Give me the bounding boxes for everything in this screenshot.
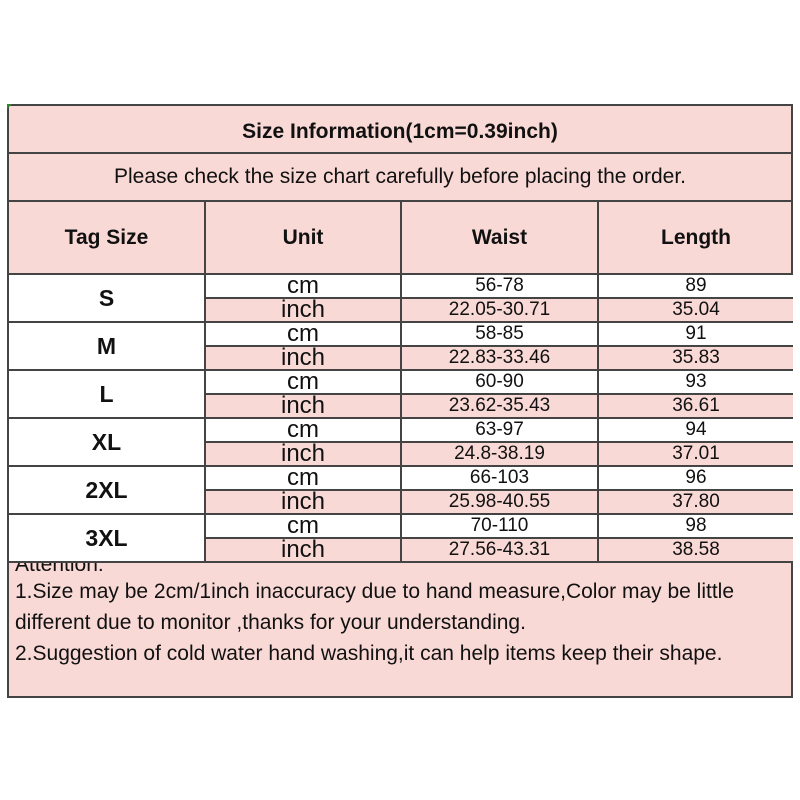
waist-cell: 23.62-35.43: [402, 395, 599, 419]
waist-cell: 22.05-30.71: [402, 299, 599, 323]
size-label: S: [9, 275, 206, 323]
length-cell: 89: [599, 275, 793, 299]
length-cell: 37.01: [599, 443, 793, 467]
waist-cell: 56-78: [402, 275, 599, 299]
unit-cell: inch: [206, 490, 402, 515]
size-label: L: [9, 371, 206, 419]
length-cell: 36.61: [599, 395, 793, 419]
unit-cell: inch: [206, 298, 402, 323]
note-item: 2.Suggestion of cold water hand washing,…: [15, 642, 723, 665]
length-cell: 35.04: [599, 299, 793, 323]
length-cell: 38.58: [599, 539, 793, 563]
waist-cell: 24.8-38.19: [402, 443, 599, 467]
waist-cell: 27.56-43.31: [402, 539, 599, 563]
unit-cell: inch: [206, 394, 402, 419]
notes-heading: Attention:: [15, 563, 104, 576]
header-3: Length: [599, 202, 793, 275]
length-cell: 98: [599, 515, 793, 539]
note-item: 1.Size may be 2cm/1inch inaccuracy due t…: [15, 580, 735, 634]
length-cell: 96: [599, 467, 793, 491]
waist-cell: 63-97: [402, 419, 599, 443]
length-cell: 91: [599, 323, 793, 347]
size-label: 3XL: [9, 515, 206, 563]
unit-cell: cm: [206, 514, 402, 539]
waist-cell: 66-103: [402, 467, 599, 491]
unit-cell: inch: [206, 346, 402, 371]
unit-cell: cm: [206, 274, 402, 299]
unit-cell: cm: [206, 322, 402, 347]
size-chart-table: Size Information(1cm=0.39inch) Please ch…: [7, 104, 793, 698]
unit-cell: cm: [206, 418, 402, 443]
length-cell: 93: [599, 371, 793, 395]
size-label: M: [9, 323, 206, 371]
size-label: XL: [9, 419, 206, 467]
header-0: Tag Size: [9, 202, 206, 275]
waist-cell: 70-110: [402, 515, 599, 539]
waist-cell: 58-85: [402, 323, 599, 347]
table-title: Size Information(1cm=0.39inch): [9, 106, 791, 154]
table-subtitle: Please check the size chart carefully be…: [9, 154, 791, 202]
length-cell: 35.83: [599, 347, 793, 371]
unit-cell: inch: [206, 442, 402, 467]
waist-cell: 25.98-40.55: [402, 491, 599, 515]
waist-cell: 22.83-33.46: [402, 347, 599, 371]
header-1: Unit: [206, 202, 402, 275]
header-2: Waist: [402, 202, 599, 275]
corner-marker: [7, 104, 12, 109]
length-cell: 37.80: [599, 491, 793, 515]
waist-cell: 60-90: [402, 371, 599, 395]
size-label: 2XL: [9, 467, 206, 515]
unit-cell: cm: [206, 466, 402, 491]
unit-cell: inch: [206, 538, 402, 563]
length-cell: 94: [599, 419, 793, 443]
unit-cell: cm: [206, 370, 402, 395]
notes-section: Attention: 1.Size may be 2cm/1inch inacc…: [9, 563, 791, 696]
